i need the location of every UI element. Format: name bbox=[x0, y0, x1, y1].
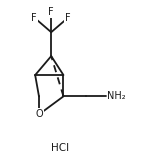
Text: O: O bbox=[35, 109, 43, 119]
Text: F: F bbox=[31, 13, 37, 23]
Text: NH₂: NH₂ bbox=[107, 91, 126, 101]
Text: F: F bbox=[48, 7, 54, 17]
Text: HCl: HCl bbox=[51, 143, 69, 152]
Text: F: F bbox=[65, 13, 71, 23]
